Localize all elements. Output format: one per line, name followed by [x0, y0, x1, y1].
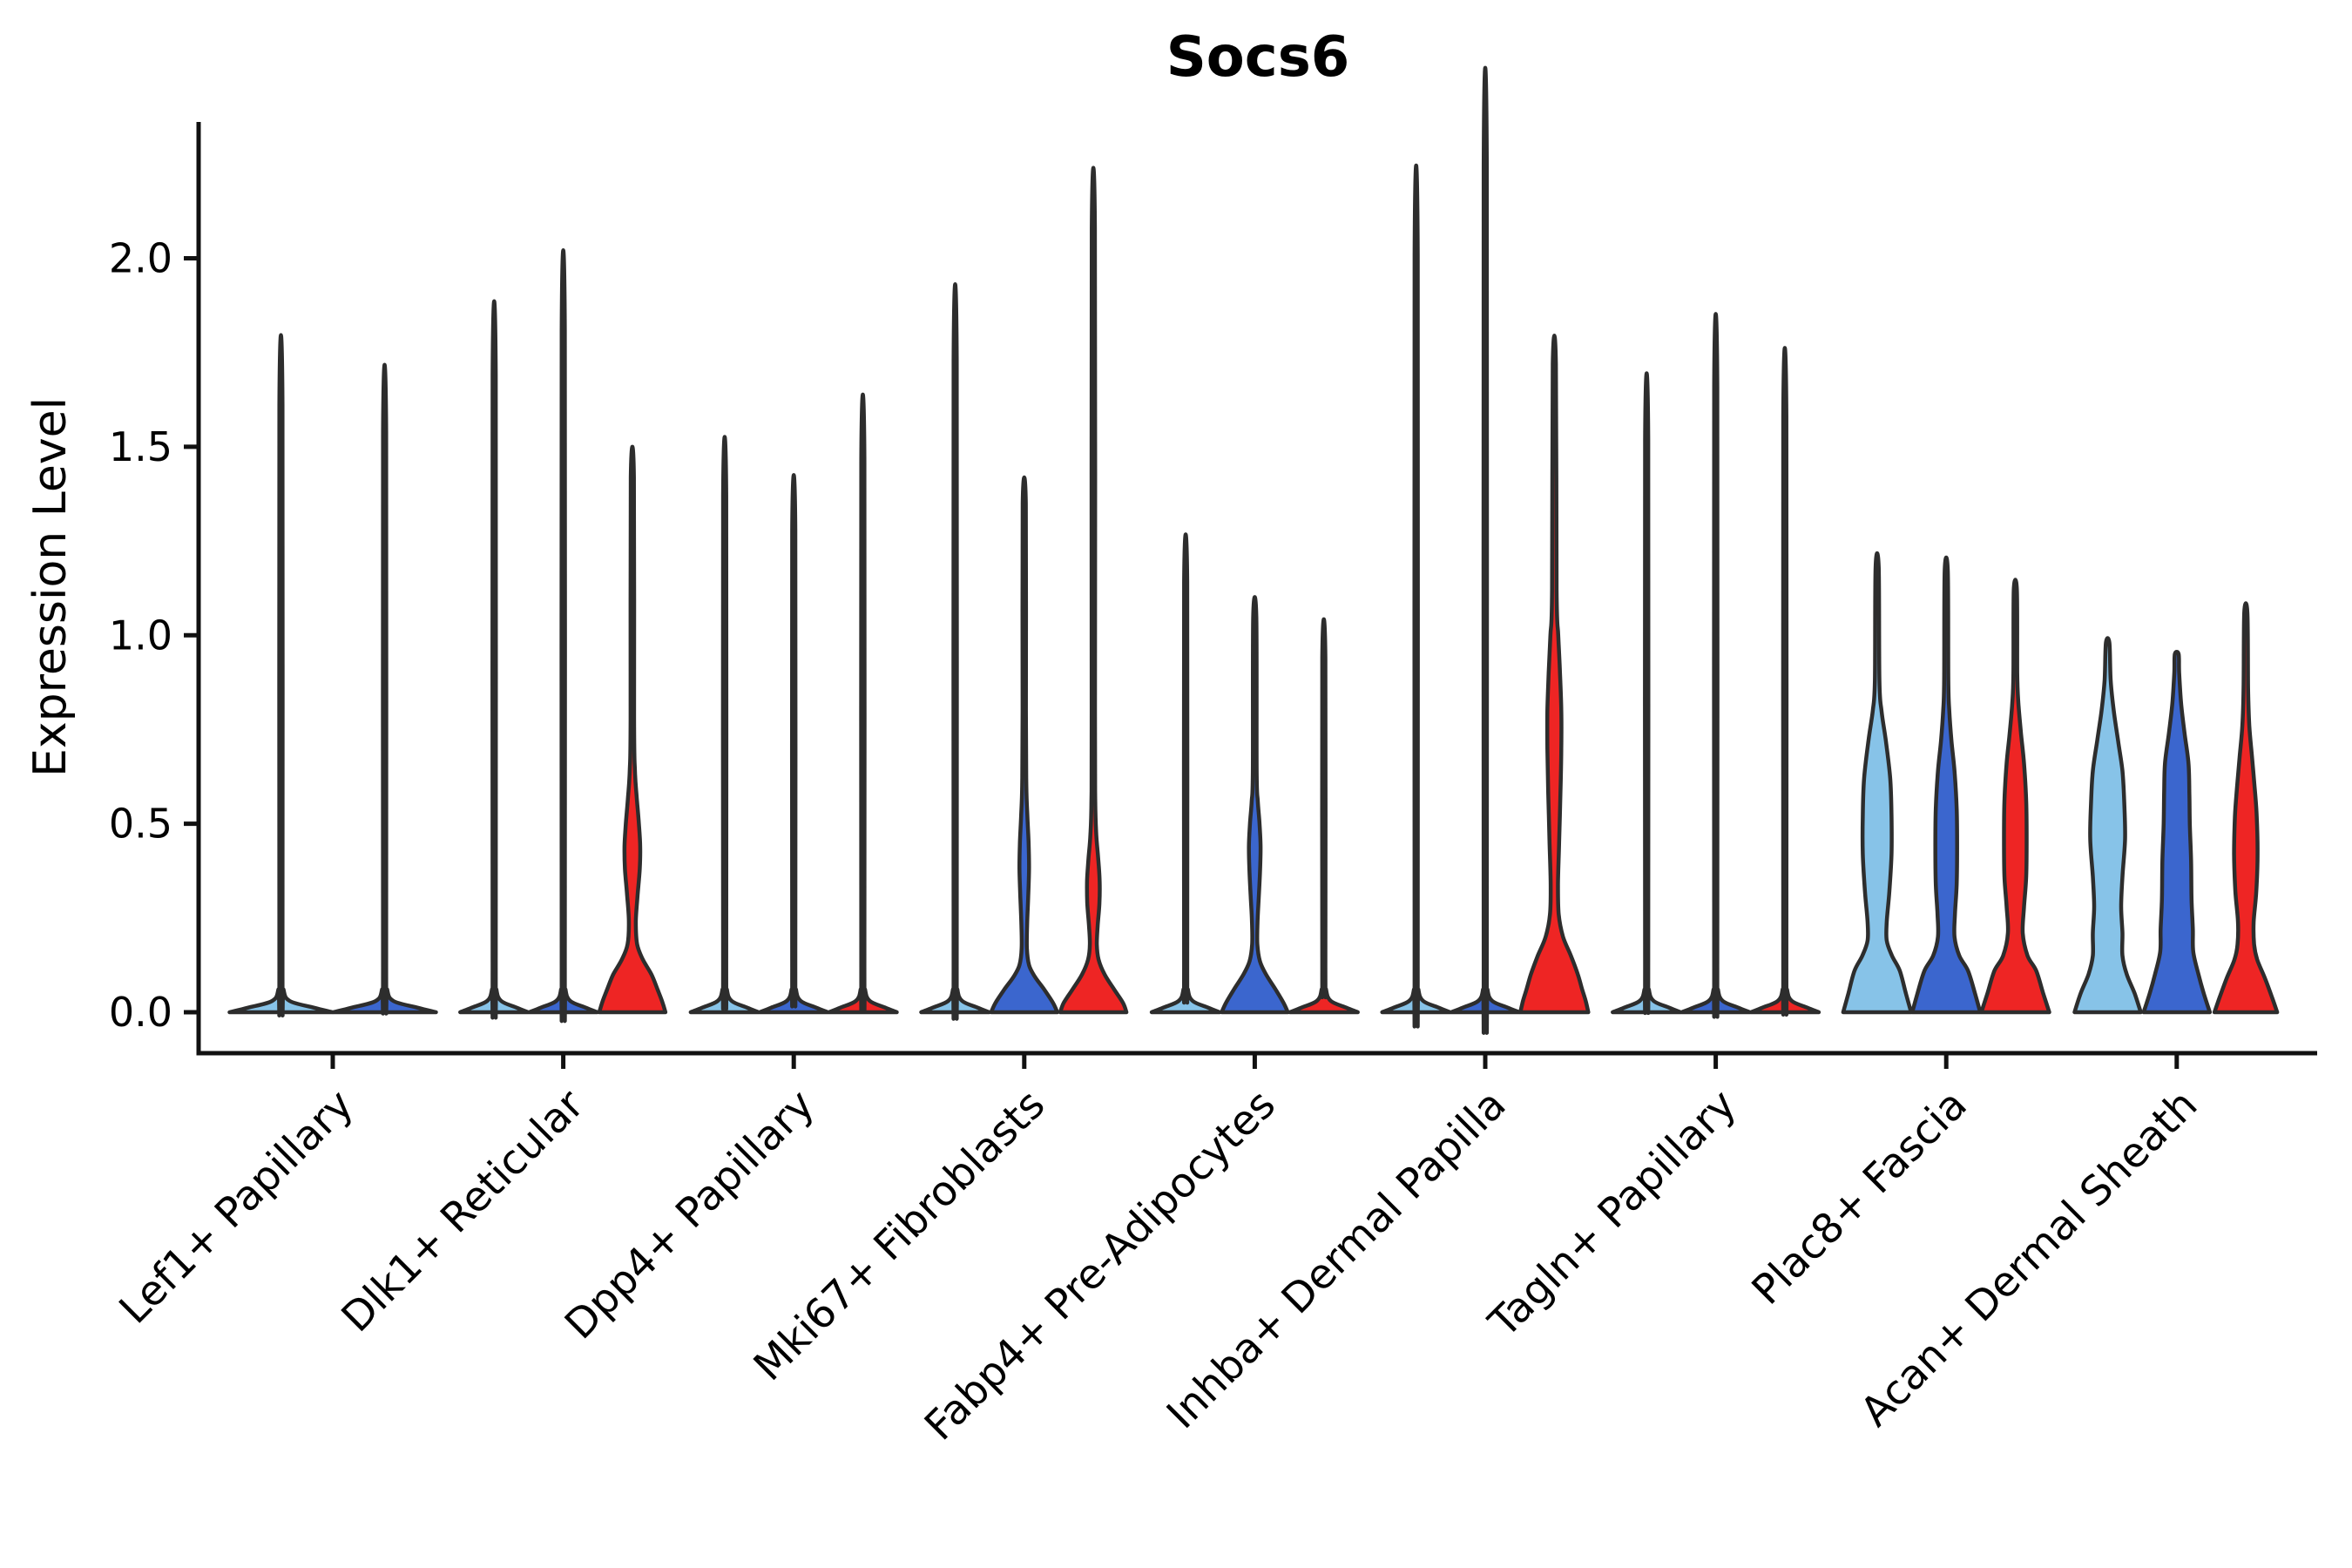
violin-dpp4-papillary-0 — [688, 435, 761, 1015]
violin-lef1-papillary-1 — [331, 362, 438, 1016]
violin-tagln-papillary-2 — [1748, 346, 1821, 1017]
violin-lef1-papillary-0 — [227, 333, 335, 1017]
violin-plac8-fascia-1 — [1909, 555, 1983, 1015]
chart-title: Socs6 — [1166, 25, 1350, 90]
violin-dlk1-reticular-1 — [527, 248, 599, 1024]
y-tick-label: 2.0 — [109, 235, 172, 282]
x-tick-label-7: Plac8+ Fascia — [1743, 1081, 1977, 1315]
x-tick-label-0: Lef1+ Papillary — [111, 1081, 363, 1334]
violin-inhba-dermal-papilla-2 — [1518, 333, 1591, 1015]
violin-plac8-fascia-0 — [1841, 551, 1914, 1015]
violin-dlk1-reticular-2 — [597, 444, 668, 1015]
violin-plac8-fascia-2 — [1979, 578, 2051, 1015]
violin-fabp4-pre-adipocytes-0 — [1149, 532, 1222, 1015]
y-tick-label: 0.0 — [109, 989, 172, 1036]
x-tick-label-1: Dlk1+ Reticular — [333, 1080, 594, 1342]
violin-inhba-dermal-papilla-0 — [1380, 164, 1452, 1029]
y-tick-label: 1.5 — [109, 423, 172, 470]
x-tick-label-6: Tagln+ Papillary — [1479, 1081, 1746, 1348]
violin-inhba-dermal-papilla-1 — [1449, 65, 1522, 1035]
y-tick-label: 0.5 — [109, 801, 172, 848]
x-tick-label-2: Dpp4+ Papillary — [556, 1081, 824, 1349]
violin-dlk1-reticular-0 — [458, 299, 531, 1020]
violin-acan-dermal-sheath-0 — [2072, 636, 2143, 1015]
y-tick-label: 1.0 — [109, 612, 172, 659]
y-axis-label: Expression Level — [24, 396, 77, 778]
violin-dpp4-papillary-2 — [827, 392, 899, 1015]
violin-mki67-fibroblasts-0 — [919, 281, 991, 1021]
violin-fabp4-pre-adipocytes-2 — [1288, 617, 1360, 1015]
violin-tagln-papillary-1 — [1680, 312, 1752, 1019]
violin-dpp4-papillary-1 — [757, 473, 830, 1015]
violin-acan-dermal-sheath-2 — [2212, 601, 2280, 1015]
violin-tagln-papillary-0 — [1611, 371, 1683, 1016]
violin-fabp4-pre-adipocytes-1 — [1220, 595, 1290, 1015]
violin-mki67-fibroblasts-1 — [989, 475, 1060, 1015]
violin-mki67-fibroblasts-2 — [1058, 166, 1129, 1015]
violin-acan-dermal-sheath-1 — [2141, 650, 2213, 1015]
